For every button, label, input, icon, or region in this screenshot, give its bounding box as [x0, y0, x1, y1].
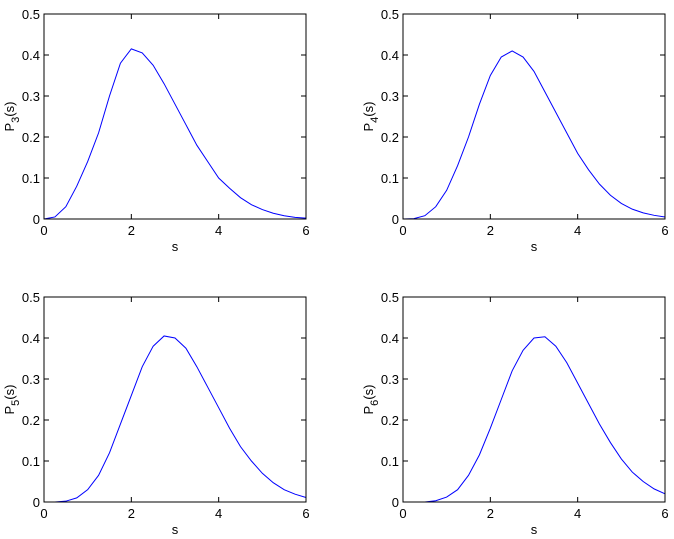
y-tick-label: 0.5: [381, 7, 399, 22]
y-tick-label: 0.1: [22, 171, 40, 186]
y-axis-label-part: (s): [2, 102, 17, 117]
y-axis-label: P6(s): [361, 385, 381, 415]
y-axis-label-part: (s): [2, 385, 17, 400]
y-tick-label: 0.3: [22, 89, 40, 104]
y-tick-label: 0.4: [22, 331, 40, 346]
x-axis-label: s: [531, 522, 538, 537]
x-tick-label: 2: [487, 223, 494, 238]
y-axis-label-part: 6: [369, 400, 381, 406]
y-tick-label: 0.3: [22, 372, 40, 387]
y-axis-label: P3(s): [2, 102, 22, 132]
line: [44, 335, 307, 503]
y-axis-label-part: 4: [369, 117, 381, 123]
axes-frame: [402, 296, 666, 503]
y-tick-label: 0: [392, 495, 399, 510]
x-tick-label: 2: [128, 506, 135, 521]
x-tick-label: 6: [302, 506, 309, 521]
subplot: 0 2 4 6 0 0.1 0.2 0.3 0.4 0.5 s P5(s): [2, 290, 310, 537]
axes-frame: [402, 13, 666, 220]
axes-frame: [43, 13, 307, 220]
x-tick-label: 0: [40, 223, 47, 238]
y-axis-label: P4(s): [361, 102, 381, 132]
y-axis-label-part: P: [361, 123, 376, 132]
y-axis-label: P5(s): [2, 385, 22, 415]
x-tick-label: 2: [128, 223, 135, 238]
x-tick-label: 4: [215, 223, 222, 238]
subplot: 0 2 4 6 0 0.1 0.2 0.3 0.4 0.5 s P3(s): [2, 7, 310, 254]
y-tick-label: 0.2: [22, 413, 40, 428]
y-tick-label: 0.1: [381, 454, 399, 469]
x-tick-label: 6: [302, 223, 309, 238]
x-axis-label: s: [531, 239, 538, 254]
y-tick-label: 0.2: [381, 413, 399, 428]
y-axis-label-part: (s): [361, 385, 376, 400]
x-axis-label: s: [172, 239, 179, 254]
x-tick-label: 0: [40, 506, 47, 521]
y-tick-label: 0: [392, 212, 399, 227]
x-tick-label: 2: [487, 506, 494, 521]
y-tick-label: 0.3: [381, 89, 399, 104]
y-tick-label: 0.1: [381, 171, 399, 186]
y-axis-label-part: 5: [10, 400, 22, 406]
y-tick-label: 0: [33, 212, 40, 227]
y-axis-label-part: 3: [10, 117, 22, 123]
y-axis-label-part: (s): [361, 102, 376, 117]
y-tick-label: 0.2: [22, 130, 40, 145]
x-tick-label: 6: [661, 223, 668, 238]
x-tick-label: 0: [399, 223, 406, 238]
y-tick-label: 0.2: [381, 130, 399, 145]
x-tick-label: 4: [574, 223, 581, 238]
y-tick-label: 0.4: [381, 48, 399, 63]
y-tick-label: 0.4: [22, 48, 40, 63]
y-tick-label: 0.5: [22, 7, 40, 22]
axes-frame: [43, 296, 307, 503]
x-tick-label: 4: [215, 506, 222, 521]
y-tick-label: 0: [33, 495, 40, 510]
x-axis-label: s: [172, 522, 179, 537]
x-tick-label: 0: [399, 506, 406, 521]
y-tick-label: 0.3: [381, 372, 399, 387]
line: [403, 336, 666, 503]
line: [402, 50, 666, 220]
y-tick-label: 0.5: [381, 290, 399, 305]
y-axis-label-part: P: [2, 406, 17, 415]
y-axis-label-part: P: [2, 123, 17, 132]
x-tick-label: 6: [661, 506, 668, 521]
x-tick-label: 4: [574, 506, 581, 521]
y-tick-label: 0.1: [22, 454, 40, 469]
y-tick-label: 0.5: [22, 290, 40, 305]
line: [43, 48, 307, 220]
y-tick-label: 0.4: [381, 331, 399, 346]
y-axis-label-part: P: [361, 406, 376, 415]
